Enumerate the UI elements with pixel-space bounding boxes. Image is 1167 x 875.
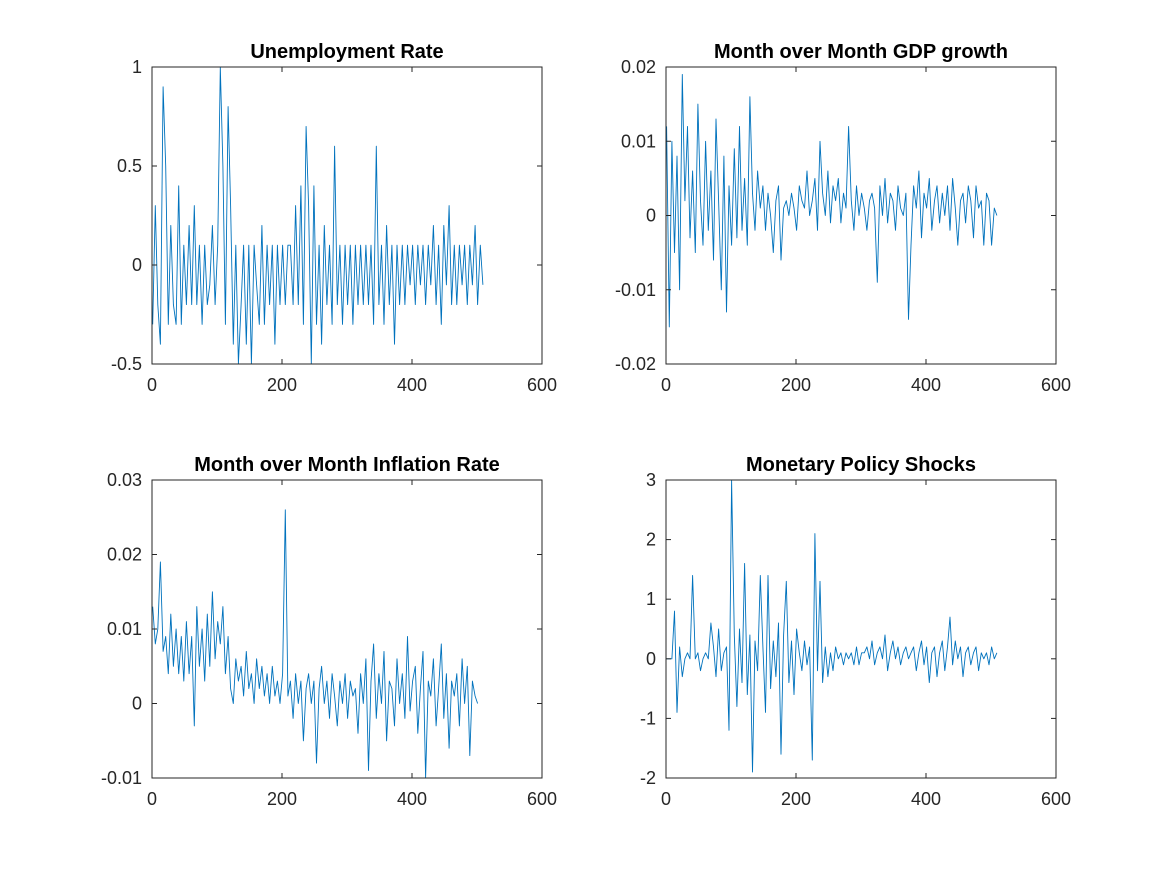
chart-title: Unemployment Rate	[250, 41, 443, 63]
x-tick-label: 600	[1041, 789, 1071, 809]
y-tick-label: 0	[646, 206, 656, 226]
x-tick-label: 400	[911, 375, 941, 395]
y-tick-label: 0.03	[107, 470, 142, 490]
x-tick-label: 200	[781, 375, 811, 395]
x-tick-label: 200	[781, 789, 811, 809]
y-tick-label: -2	[640, 768, 656, 788]
y-tick-label: 0	[132, 255, 142, 275]
y-tick-label: -0.5	[111, 354, 142, 374]
x-tick-label: 600	[1041, 375, 1071, 395]
subplot-4: 0 200 400 600 -2 -1 0 1 2 3 Monetary Policy Shocks	[640, 454, 1071, 809]
chart-title: Month over Month GDP growth	[714, 41, 1008, 63]
x-tick-label: 600	[527, 789, 557, 809]
x-tick-label: 0	[661, 375, 671, 395]
x-tick-label: 200	[267, 789, 297, 809]
y-tick-label: 0.01	[107, 619, 142, 639]
y-tick-label: -0.01	[615, 280, 656, 300]
x-tick-label: 400	[397, 789, 427, 809]
x-tick-label: 400	[911, 789, 941, 809]
x-tick-label: 0	[147, 789, 157, 809]
x-tick-label: 400	[397, 375, 427, 395]
chart-title: Month over Month Inflation Rate	[194, 454, 500, 476]
y-tick-label: 0.02	[621, 57, 656, 77]
y-tick-label: -0.02	[615, 354, 656, 374]
y-tick-label: 0	[132, 694, 142, 714]
subplot-2: 0 200 400 600 -0.02 -0.01 0 0.01 0.02 Month over …	[615, 41, 1071, 395]
y-tick-label: 1	[132, 57, 142, 77]
x-tick-label: 0	[661, 789, 671, 809]
y-tick-label: 3	[646, 470, 656, 490]
series-line-1	[152, 66, 484, 365]
y-tick-label: 0.02	[107, 545, 142, 565]
y-tick-label: 0.5	[117, 156, 142, 176]
x-tick-label: 0	[147, 375, 157, 395]
y-tick-label: 0	[646, 649, 656, 669]
x-tick-label: 600	[527, 375, 557, 395]
series-line-1	[666, 73, 998, 328]
series-line-1	[666, 479, 998, 773]
y-tick-label: -0.01	[101, 768, 142, 788]
axes-box	[665, 479, 1057, 779]
y-tick-label: 1	[646, 589, 656, 609]
chart-title: Monetary Policy Shocks	[746, 454, 976, 476]
y-tick-label: -1	[640, 708, 656, 728]
x-tick-label: 200	[267, 375, 297, 395]
axes-box	[151, 66, 543, 365]
y-tick-label: 0.01	[621, 131, 656, 151]
series-line-1	[152, 509, 479, 779]
y-tick-label: 2	[646, 530, 656, 550]
